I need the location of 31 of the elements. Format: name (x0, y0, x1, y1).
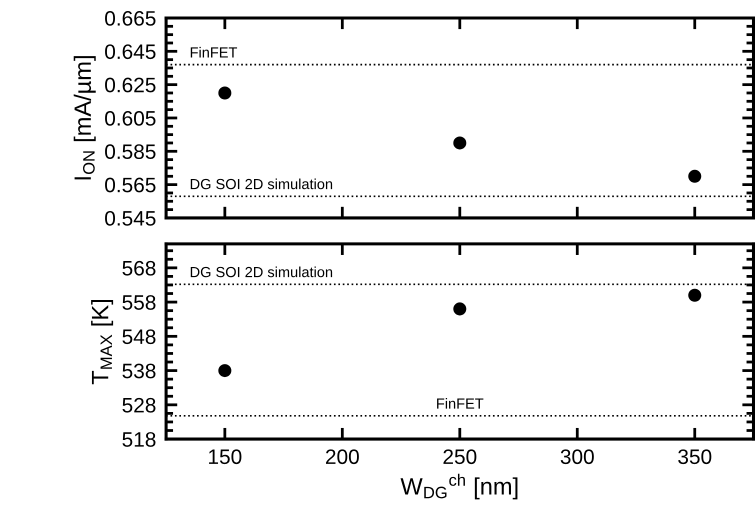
point (688, 288, 702, 302)
x-tick-label: 250 (443, 449, 476, 464)
y-tick-label: 0.625 (105, 78, 156, 92)
point (688, 170, 702, 183)
point (453, 136, 466, 150)
y-tick-label: 538 (122, 364, 156, 378)
x-tick-label: 150 (209, 449, 242, 464)
ref-line-label: FinFET (437, 398, 484, 409)
y-axis-title: T$_{MAX}$ [K] (91, 300, 114, 384)
y-tick-label: 0.545 (105, 210, 156, 226)
x-axis-title: W$_{DG}$$^{ch}$ [nm] (400, 474, 518, 500)
y-tick-label: 0.565 (105, 178, 156, 192)
y-tick-label: 518 (122, 432, 156, 447)
y-tick-label: 528 (122, 398, 156, 413)
point (453, 302, 466, 316)
ref-line-label: DG SOI 2D simulation (190, 178, 332, 190)
x-tick-label: 350 (678, 449, 712, 464)
x-tick-label: 300 (560, 449, 594, 464)
y-tick-label: 0.605 (105, 110, 156, 126)
y-tick-label: 548 (122, 329, 156, 344)
y-tick-label: 558 (122, 295, 156, 310)
y-tick-label: 568 (122, 260, 156, 276)
point (218, 364, 232, 378)
x-tick-label: 200 (326, 449, 359, 464)
y-tick-label: 0.645 (105, 44, 156, 60)
y-axis-title: I$_{ON}$ [mA/µm] (74, 56, 96, 180)
ref-line-label: DG SOI 2D simulation (190, 266, 332, 278)
point (218, 86, 232, 100)
ref-line-label: FinFET (190, 46, 238, 58)
y-tick-label: 0.665 (105, 10, 156, 26)
y-tick-label: 0.585 (105, 144, 156, 160)
